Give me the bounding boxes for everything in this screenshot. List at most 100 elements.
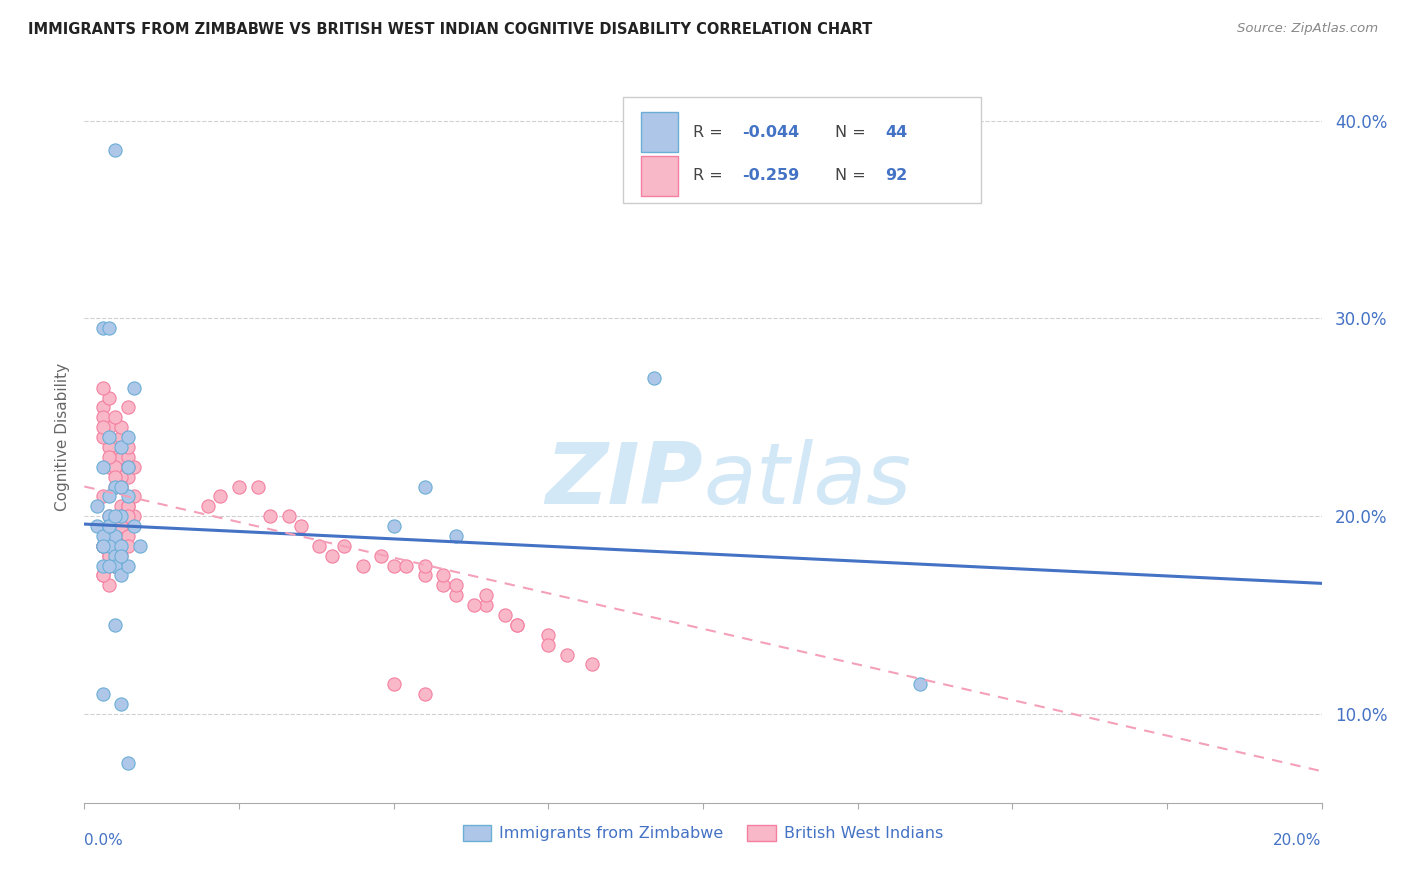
Y-axis label: Cognitive Disability: Cognitive Disability [55, 363, 70, 511]
Text: atlas: atlas [703, 440, 911, 523]
Point [413, 568, 436, 582]
Point [290, 519, 312, 533]
Point [110, 509, 132, 524]
Point [91, 539, 114, 553]
Point [197, 500, 219, 514]
Point [104, 519, 127, 533]
Point [432, 578, 454, 592]
Point [413, 687, 436, 701]
Point [91, 558, 114, 573]
Point [104, 519, 127, 533]
Point [643, 371, 665, 385]
Point [117, 529, 139, 543]
Point [104, 459, 127, 474]
Point [122, 519, 145, 533]
Point [98, 509, 121, 524]
Point [395, 558, 418, 573]
Point [117, 469, 139, 483]
Point [370, 549, 392, 563]
Point [110, 519, 132, 533]
Point [91, 687, 114, 701]
Text: -0.259: -0.259 [742, 169, 800, 184]
Point [117, 430, 139, 444]
Text: IMMIGRANTS FROM ZIMBABWE VS BRITISH WEST INDIAN COGNITIVE DISABILITY CORRELATION: IMMIGRANTS FROM ZIMBABWE VS BRITISH WEST… [28, 22, 872, 37]
Point [98, 420, 121, 434]
FancyBboxPatch shape [641, 112, 678, 153]
Point [475, 598, 498, 612]
Point [537, 638, 560, 652]
Point [908, 677, 931, 691]
Point [494, 607, 516, 622]
Point [463, 598, 485, 612]
Point [413, 479, 436, 493]
Point [98, 558, 121, 573]
Point [98, 549, 121, 563]
Text: 92: 92 [884, 169, 907, 184]
Point [104, 144, 127, 158]
Point [110, 469, 132, 483]
Point [104, 440, 127, 454]
Point [333, 539, 356, 553]
Point [110, 568, 132, 582]
Point [98, 459, 121, 474]
Point [117, 500, 139, 514]
Point [382, 519, 405, 533]
Point [246, 479, 269, 493]
Point [382, 558, 405, 573]
Point [321, 549, 343, 563]
Point [104, 509, 127, 524]
Point [91, 401, 114, 415]
Point [91, 539, 114, 553]
Point [104, 558, 127, 573]
Point [98, 430, 121, 444]
Point [98, 391, 121, 405]
Point [444, 529, 467, 543]
Point [117, 500, 139, 514]
Point [413, 558, 436, 573]
Point [110, 479, 132, 493]
Text: Source: ZipAtlas.com: Source: ZipAtlas.com [1237, 22, 1378, 36]
Point [104, 469, 127, 483]
Point [117, 558, 139, 573]
Point [104, 549, 127, 563]
Point [104, 479, 127, 493]
FancyBboxPatch shape [623, 97, 981, 203]
Point [444, 588, 467, 602]
Point [110, 430, 132, 444]
Point [122, 459, 145, 474]
Point [110, 697, 132, 711]
Point [110, 440, 132, 454]
Point [98, 529, 121, 543]
Point [91, 568, 114, 582]
Point [104, 558, 127, 573]
Point [117, 489, 139, 503]
Point [122, 489, 145, 503]
Point [308, 539, 330, 553]
Point [122, 381, 145, 395]
Point [110, 529, 132, 543]
Point [122, 509, 145, 524]
Point [98, 519, 121, 533]
Point [91, 539, 114, 553]
Point [110, 479, 132, 493]
Point [117, 459, 139, 474]
Point [110, 509, 132, 524]
Point [91, 381, 114, 395]
Point [110, 420, 132, 434]
Point [104, 519, 127, 533]
Point [117, 459, 139, 474]
Point [110, 539, 132, 553]
Point [91, 529, 114, 543]
Point [98, 321, 121, 335]
Point [91, 420, 114, 434]
Point [98, 489, 121, 503]
Point [91, 410, 114, 425]
Point [104, 410, 127, 425]
Point [110, 500, 132, 514]
Point [91, 321, 114, 335]
Text: R =: R = [693, 125, 728, 139]
Legend: Immigrants from Zimbabwe, British West Indians: Immigrants from Zimbabwe, British West I… [456, 818, 950, 847]
Point [98, 509, 121, 524]
Point [581, 657, 603, 672]
Text: 20.0%: 20.0% [1274, 833, 1322, 848]
